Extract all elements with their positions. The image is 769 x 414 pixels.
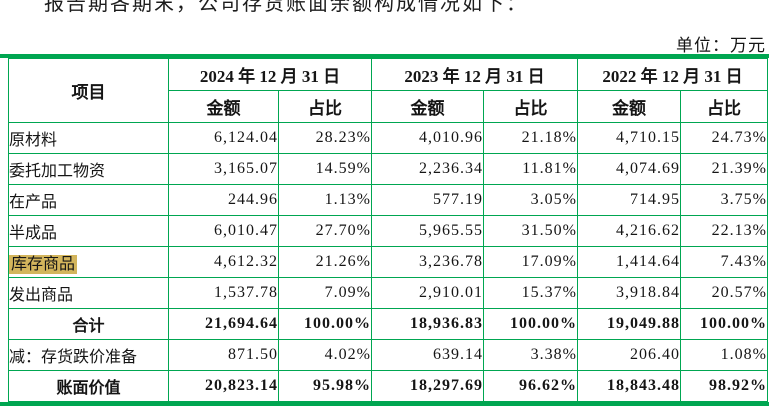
header-ratio-2023: 占比 <box>483 90 578 123</box>
ratio-cell: 3.38% <box>483 339 578 371</box>
amount-cell: 4,612.32 <box>168 246 279 278</box>
header-date-2024: 2024 年 12 月 31 日 <box>168 58 372 91</box>
amount-cell: 18,297.69 <box>371 370 484 402</box>
table-row: 委托加工物资 3,165.07 14.59% 2,236.34 11.81% 4,074.… <box>8 153 768 185</box>
amount-cell: 4,074.69 <box>577 153 681 185</box>
header-amount-2022: 金额 <box>577 90 681 123</box>
row-item-label: 账面价值 <box>8 370 169 402</box>
inventory-table: 项目 2024 年 12 月 31 日 2023 年 12 月 31 日 202… <box>8 58 768 402</box>
ratio-cell: 96.62% <box>483 370 578 402</box>
unit-label: 单位：万元 <box>676 36 766 55</box>
header-row-sub: 金额 占比 金额 占比 金额 占比 <box>9 90 768 123</box>
amount-cell: 1,414.64 <box>577 246 681 278</box>
ratio-cell: 22.13% <box>680 215 768 247</box>
amount-cell: 19,049.88 <box>577 308 681 340</box>
ratio-cell: 4.02% <box>278 339 372 371</box>
row-item-label: 减：存货跌价准备 <box>8 339 169 371</box>
ratio-cell: 100.00% <box>680 308 768 340</box>
ratio-cell: 28.23% <box>278 122 372 154</box>
header-item-label: 项目 <box>8 58 169 123</box>
amount-cell: 21,694.64 <box>168 308 279 340</box>
ratio-cell: 100.00% <box>483 308 578 340</box>
ratio-cell: 24.73% <box>680 122 768 154</box>
header-row-dates: 项目 2024 年 12 月 31 日 2023 年 12 月 31 日 202… <box>8 58 768 123</box>
amount-cell: 3,236.78 <box>371 246 484 278</box>
header-ratio-2024: 占比 <box>278 90 372 123</box>
ratio-cell: 3.75% <box>680 184 768 216</box>
table-top-rule <box>0 54 769 58</box>
header-date-2023: 2023 年 12 月 31 日 <box>371 58 578 91</box>
amount-cell: 4,010.96 <box>371 122 484 154</box>
table-body: 项目 2024 年 12 月 31 日 2023 年 12 月 31 日 202… <box>8 58 768 402</box>
row-item-label: 合计 <box>8 308 169 340</box>
ratio-cell: 21.39% <box>680 153 768 185</box>
amount-cell: 577.19 <box>371 184 484 216</box>
ratio-cell: 7.09% <box>278 277 372 309</box>
ratio-cell: 20.57% <box>680 277 768 309</box>
table-row: 账面价值 20,823.14 95.98% 18,297.69 96.62% 18,843… <box>8 370 768 402</box>
amount-cell: 2,910.01 <box>371 277 484 309</box>
table-row: 库存商品 4,612.32 21.26% 3,236.78 17.09% 1,414.64… <box>8 246 768 278</box>
amount-cell: 4,216.62 <box>577 215 681 247</box>
ratio-cell: 11.81% <box>483 153 578 185</box>
header-amount-2024: 金额 <box>168 90 279 123</box>
ratio-cell: 100.00% <box>278 308 372 340</box>
table-row: 减：存货跌价准备 871.50 4.02% 639.14 3.38% 206.40 1.08… <box>8 339 768 371</box>
amount-cell: 6,010.47 <box>168 215 279 247</box>
ratio-cell: 7.43% <box>680 246 768 278</box>
amount-cell: 6,124.04 <box>168 122 279 154</box>
row-item-label: 库存商品 <box>8 246 169 278</box>
amount-cell: 639.14 <box>371 339 484 371</box>
row-item-label: 半成品 <box>8 215 169 247</box>
ratio-cell: 98.92% <box>680 370 768 402</box>
amount-cell: 3,918.84 <box>577 277 681 309</box>
amount-cell: 3,165.07 <box>168 153 279 185</box>
amount-cell: 4,710.15 <box>577 122 681 154</box>
ratio-cell: 95.98% <box>278 370 372 402</box>
amount-cell: 2,236.34 <box>371 153 484 185</box>
amount-cell: 244.96 <box>168 184 279 216</box>
amount-cell: 871.50 <box>168 339 279 371</box>
amount-cell: 5,965.55 <box>371 215 484 247</box>
table-row: 原材料 6,124.04 28.23% 4,010.96 21.18% 4,710.15 2… <box>8 122 768 154</box>
amount-cell: 18,843.48 <box>577 370 681 402</box>
ratio-cell: 1.13% <box>278 184 372 216</box>
ratio-cell: 1.08% <box>680 339 768 371</box>
highlighted-item-text: 库存商品 <box>9 255 78 274</box>
ratio-cell: 31.50% <box>483 215 578 247</box>
ratio-cell: 3.05% <box>483 184 578 216</box>
row-item-label: 发出商品 <box>8 277 169 309</box>
amount-cell: 714.95 <box>577 184 681 216</box>
table-row: 在产品 244.96 1.13% 577.19 3.05% 714.95 3.75% <box>8 184 768 216</box>
ratio-cell: 15.37% <box>483 277 578 309</box>
row-item-label: 在产品 <box>8 184 169 216</box>
ratio-cell: 21.18% <box>483 122 578 154</box>
row-item-label: 委托加工物资 <box>8 153 169 185</box>
row-item-label: 原材料 <box>8 122 169 154</box>
header-amount-2023: 金额 <box>371 90 484 123</box>
header-ratio-2022: 占比 <box>680 90 768 123</box>
amount-cell: 20,823.14 <box>168 370 279 402</box>
header-date-2022: 2022 年 12 月 31 日 <box>577 58 768 91</box>
ratio-cell: 27.70% <box>278 215 372 247</box>
amount-cell: 206.40 <box>577 339 681 371</box>
table-row: 发出商品 1,537.78 7.09% 2,910.01 15.37% 3,918.84 2… <box>8 277 768 309</box>
ratio-cell: 21.26% <box>278 246 372 278</box>
ratio-cell: 14.59% <box>278 153 372 185</box>
clipped-heading-text: 报告期各期末，公司存货账面余额构成情况如下： <box>44 0 528 15</box>
table-row: 合计 21,694.64 100.00% 18,936.83 100.00% 19,049… <box>8 308 768 340</box>
ratio-cell: 17.09% <box>483 246 578 278</box>
table-row: 半成品 6,010.47 27.70% 5,965.55 31.50% 4,216.62 2… <box>8 215 768 247</box>
amount-cell: 18,936.83 <box>371 308 484 340</box>
table-bottom-rule <box>0 402 769 406</box>
amount-cell: 1,537.78 <box>168 277 279 309</box>
